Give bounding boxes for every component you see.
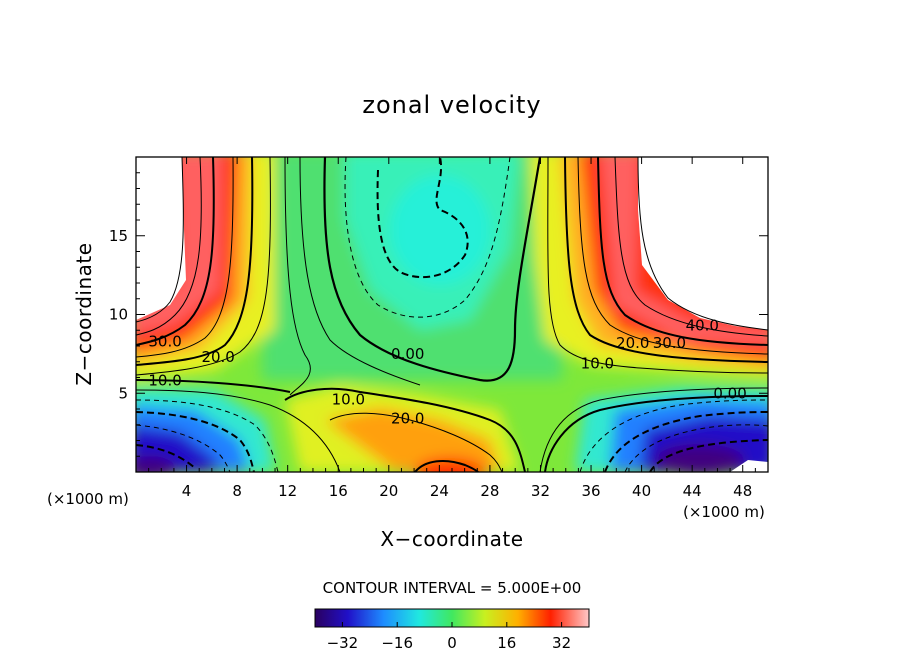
blank-top-right — [638, 157, 768, 330]
field-cyan-inner — [390, 175, 490, 285]
plot-field — [136, 157, 768, 472]
contour-label: 10.0 — [332, 391, 365, 409]
x-tick-label: 28 — [480, 482, 499, 500]
colorbar-tick-label: −32 — [327, 634, 359, 652]
x-tick-label: 12 — [278, 482, 297, 500]
y-tick-label: 10 — [109, 306, 128, 324]
x-tick-label: 36 — [581, 482, 600, 500]
contour-label: 30.0 — [148, 332, 181, 350]
y-tick-label: 15 — [109, 227, 128, 245]
x-tick-label: 40 — [632, 482, 651, 500]
colorbar-tick-label: 32 — [552, 634, 571, 652]
chart-title: zonal velocity — [362, 91, 541, 119]
x-tick-label: 16 — [329, 482, 348, 500]
contour-label: 0.00 — [391, 345, 424, 363]
colorbar-tick-label: 16 — [497, 634, 516, 652]
field-right-pink — [600, 157, 768, 345]
y-axis-label: Z−coordinate — [72, 242, 96, 385]
blank-bottom-right — [730, 460, 768, 472]
colorbar-tick-label: −16 — [381, 634, 413, 652]
x-ticks: 4 8 12 16 20 24 28 32 36 40 44 48 — [148, 157, 756, 500]
blank-top-left — [136, 157, 186, 320]
x-unit-right: (×1000 m) — [683, 503, 765, 521]
contour-label: 20.0 — [201, 348, 234, 366]
x-tick-label: 48 — [733, 482, 752, 500]
x-axis-label: X−coordinate — [380, 527, 523, 551]
contour-label: 0.00 — [713, 384, 746, 402]
x-tick-label: 4 — [182, 482, 192, 500]
contour-label: 10.0 — [148, 372, 181, 390]
x-tick-label: 32 — [531, 482, 550, 500]
field-br-purple — [655, 444, 745, 472]
y-ticks: 5 10 15 — [109, 172, 768, 457]
y-tick-label: 5 — [118, 384, 128, 402]
colorbar-tick-label: 0 — [447, 634, 457, 652]
contour-interval: CONTOUR INTERVAL = 5.000E+00 — [323, 579, 582, 597]
contour-label: 20.0 — [616, 334, 649, 352]
contour-label: 40.0 — [686, 317, 719, 335]
contour-label: 20.0 — [391, 409, 424, 427]
contour-lines — [136, 157, 768, 472]
x-tick-label: 24 — [430, 482, 449, 500]
contour-label: 30.0 — [653, 334, 686, 352]
x-tick-label: 20 — [379, 482, 398, 500]
colorbar-ticks: −32 −16 0 16 32 — [327, 622, 571, 652]
x-tick-label: 44 — [683, 482, 702, 500]
contour-label: 10.0 — [581, 354, 614, 372]
field-lower-orange — [325, 408, 500, 472]
x-unit-left: (×1000 m) — [47, 490, 129, 508]
field-bl-purple — [136, 456, 175, 472]
x-tick-label: 8 — [232, 482, 242, 500]
